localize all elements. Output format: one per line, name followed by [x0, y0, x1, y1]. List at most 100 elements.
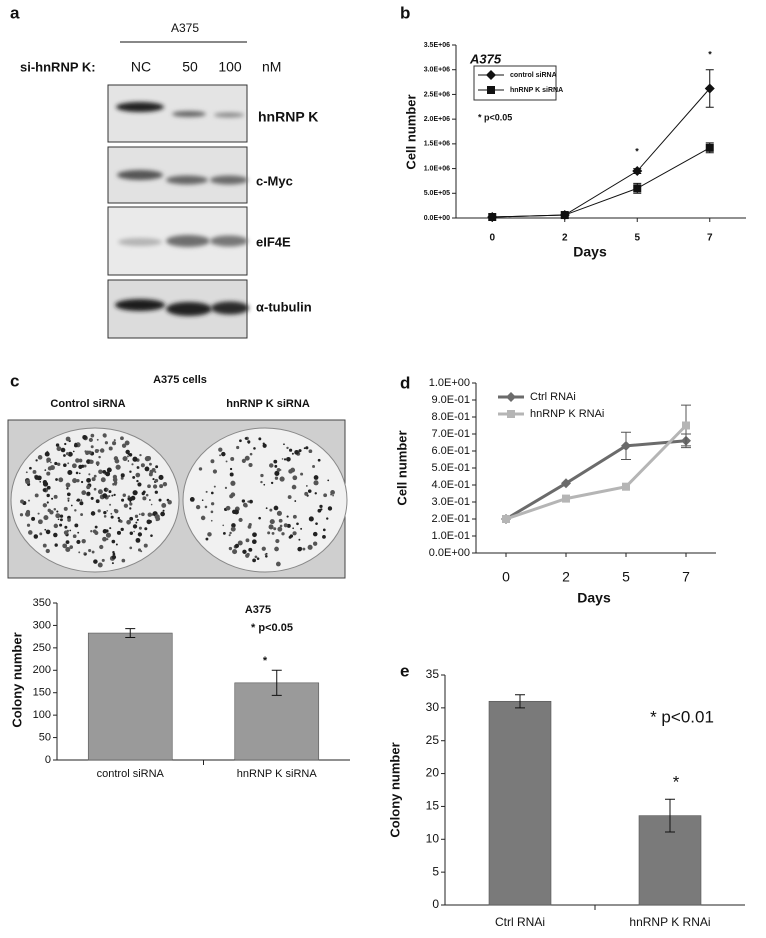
colony [298, 538, 301, 541]
colony [287, 495, 292, 499]
data-point [488, 213, 497, 222]
colony [167, 500, 172, 505]
colony [47, 466, 53, 471]
data-point [632, 166, 643, 177]
colony [45, 548, 50, 554]
colony [138, 513, 141, 516]
photo-title: A375 cells [153, 374, 207, 386]
colony [149, 469, 154, 474]
colony [55, 443, 60, 447]
band [115, 299, 165, 311]
y-tick-label: 35 [426, 667, 440, 681]
colony [158, 498, 162, 502]
colony [162, 481, 168, 487]
colony [35, 459, 38, 462]
colony [26, 523, 31, 527]
legend-marker [506, 392, 516, 402]
colony [55, 478, 58, 481]
colony [49, 510, 54, 515]
colony [113, 439, 116, 442]
y-tick-label: 50 [39, 731, 51, 743]
colony [279, 476, 285, 482]
x-tick-label: 7 [707, 233, 713, 244]
colony [91, 550, 95, 554]
colony [122, 493, 126, 497]
colony [315, 522, 318, 525]
colony [222, 531, 226, 535]
y-axis-label: Cell number [394, 430, 409, 505]
colony [72, 478, 78, 484]
colony [119, 519, 123, 523]
colony [105, 532, 112, 538]
colony [93, 559, 98, 564]
colony [78, 458, 83, 463]
y-tick-label: 350 [33, 597, 51, 609]
colony [129, 502, 133, 506]
colony [136, 518, 139, 521]
colony [331, 490, 334, 493]
colony [303, 447, 306, 450]
colony [112, 441, 117, 446]
colony [232, 549, 238, 555]
colony [312, 465, 316, 468]
colony [253, 447, 256, 450]
annotation: * p<0.05 [251, 622, 293, 634]
legend-label: hnRNP K siRNA [510, 87, 563, 94]
colony [63, 463, 67, 467]
colony [129, 470, 132, 473]
data-point [622, 482, 630, 491]
colony [46, 493, 50, 498]
colony [94, 530, 99, 536]
colony [155, 465, 159, 469]
colony [152, 478, 155, 481]
colony [145, 493, 149, 497]
colony [90, 445, 94, 449]
colony [83, 464, 87, 468]
colony [104, 441, 108, 445]
colony [327, 479, 330, 482]
colony [137, 548, 142, 552]
colony [53, 507, 57, 511]
colony [221, 451, 226, 457]
colony [33, 534, 39, 539]
y-tick-label: 3.0E+06 [424, 67, 450, 74]
colony [46, 471, 51, 476]
colony [68, 439, 70, 442]
colony [56, 510, 59, 513]
colony [273, 459, 278, 464]
annotation: * [708, 49, 712, 59]
colony [277, 526, 283, 532]
colony [154, 478, 159, 483]
colony [244, 437, 248, 440]
colony [70, 504, 73, 507]
colony [132, 475, 136, 479]
series-line [505, 439, 687, 521]
colony [134, 514, 139, 518]
error-bar [125, 628, 136, 639]
colony [147, 484, 151, 489]
bar [87, 632, 173, 761]
colony [76, 478, 80, 483]
colony [274, 470, 280, 476]
colonies [19, 433, 335, 568]
y-tick-label: 9.0E-01 [431, 394, 470, 406]
colony [111, 562, 114, 565]
colony [207, 532, 212, 537]
colony [142, 496, 147, 501]
colony [330, 493, 333, 496]
x-tick-label: hnRNP K RNAi [629, 915, 710, 929]
colony [54, 461, 58, 466]
colony [108, 446, 113, 451]
colony [210, 459, 215, 464]
band [166, 302, 212, 316]
colony [305, 446, 309, 450]
colony [210, 502, 215, 506]
colony [113, 508, 117, 513]
annotation: A375 [245, 604, 271, 616]
colony [90, 496, 94, 500]
colony [306, 485, 308, 487]
y-tick-label: 0 [432, 897, 439, 911]
colony [269, 519, 275, 525]
colony [152, 484, 158, 489]
colony [319, 504, 323, 509]
